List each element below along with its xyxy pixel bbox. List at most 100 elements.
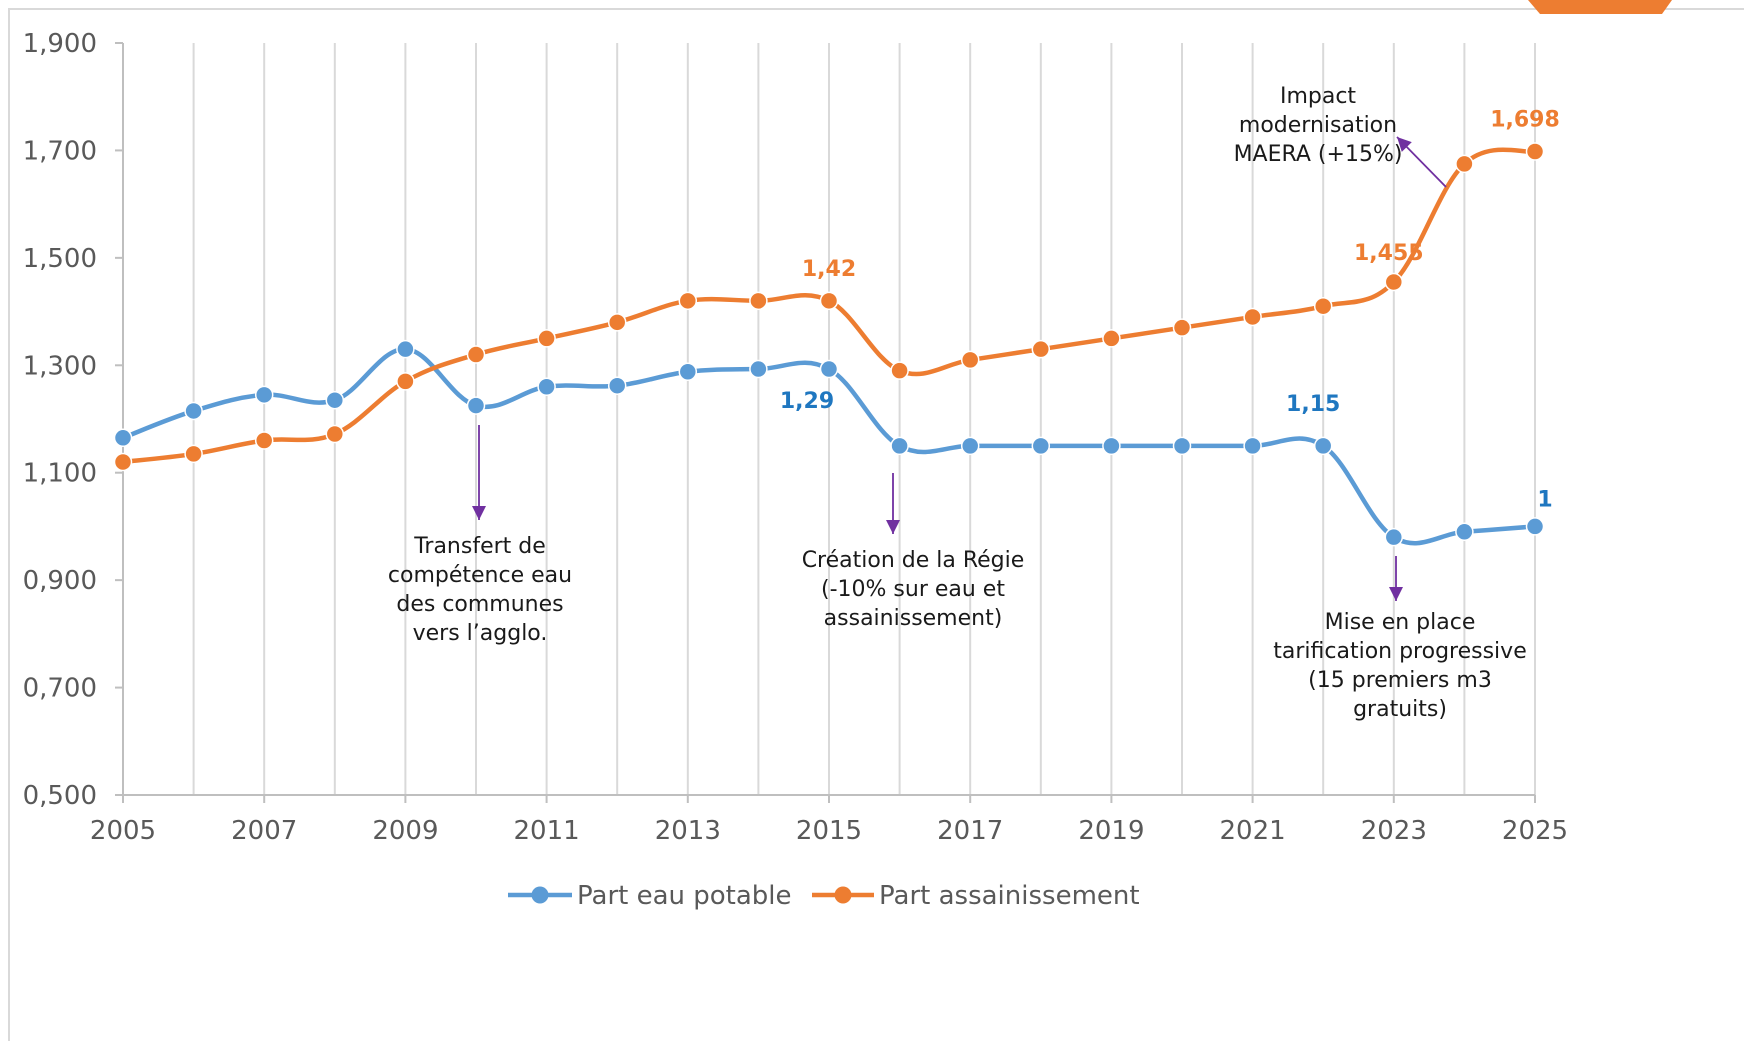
x-tick-label: 2005: [90, 816, 156, 846]
data-point: [678, 291, 698, 311]
data-point: [1031, 436, 1051, 456]
data-point: [607, 313, 627, 332]
y-tick-label: 1,900: [23, 29, 97, 59]
data-point: [113, 452, 133, 472]
annotation-text: (-10% sur eau et: [821, 577, 1005, 602]
legend-item-0: Part eau potable: [508, 881, 792, 911]
x-tick-label: 2013: [655, 816, 721, 846]
data-point: [254, 385, 274, 405]
y-tick-label: 0,700: [23, 674, 97, 704]
annotation-2: Création de la Régie (-10% sur eau et assa…: [802, 473, 1025, 631]
annotation-arrowhead: [1389, 587, 1403, 601]
annotation-arrowhead: [1397, 137, 1412, 152]
data-point: [1384, 527, 1404, 547]
data-point: [113, 428, 133, 448]
x-tick-label: 2011: [514, 816, 580, 846]
annotation-text: des communes: [396, 592, 563, 617]
legend: Part eau potable Part assainissement: [508, 881, 1140, 911]
data-label: 1,455: [1354, 241, 1424, 266]
data-point: [1313, 436, 1333, 456]
data-point: [890, 361, 909, 380]
y-tick-label: 1,700: [23, 136, 97, 166]
chart-border: [8, 8, 1744, 1045]
annotation-text: modernisation: [1239, 113, 1397, 138]
y-tick-label: 0,500: [23, 781, 97, 811]
annotation-arrowhead: [886, 520, 900, 534]
x-tick-label: 2019: [1078, 816, 1144, 846]
data-point: [749, 359, 768, 379]
data-point: [960, 350, 980, 370]
data-labels: 1,29 1,15 1 1,42 1,455 1,698: [780, 108, 1560, 513]
x-tick-label: 2023: [1361, 816, 1427, 846]
legend-marker: [834, 886, 852, 904]
annotation-text: vers l’agglo.: [413, 621, 548, 646]
data-point: [1525, 142, 1545, 161]
data-point: [1102, 436, 1121, 456]
y-tick-label: 0,900: [23, 566, 97, 596]
x-tick-label: 2025: [1502, 816, 1568, 846]
data-point: [396, 372, 415, 391]
x-tick-label: 2021: [1220, 816, 1286, 846]
data-point: [749, 291, 768, 311]
data-point: [325, 424, 345, 444]
y-tick-label: 1,100: [23, 459, 97, 489]
y-tick-label: 1,300: [23, 351, 97, 381]
data-label: 1: [1537, 487, 1552, 512]
annotation-text: gratuits): [1353, 697, 1447, 722]
legend-item-1: Part assainissement: [812, 881, 1140, 911]
annotation-text: tarification progressive: [1273, 639, 1526, 664]
data-point: [1243, 436, 1262, 456]
annotation-text: compétence eau: [388, 563, 572, 588]
annotation-arrowhead: [472, 506, 486, 520]
data-point: [325, 390, 345, 410]
data-label: 1,15: [1286, 392, 1340, 417]
data-point: [890, 436, 909, 456]
annotation-text: Transfert de: [413, 534, 546, 559]
data-point: [537, 377, 556, 397]
x-tick-label: 2015: [796, 816, 862, 846]
data-point: [537, 329, 556, 348]
annotation-1: Transfert de compétence eau des communes ve…: [388, 425, 572, 646]
data-point: [678, 362, 698, 381]
data-point: [1172, 318, 1192, 337]
legend-marker: [531, 886, 549, 904]
data-point: [396, 339, 415, 359]
x-tick-label: 2017: [937, 816, 1003, 846]
data-point: [184, 401, 203, 421]
x-tick-label: 2007: [231, 816, 297, 846]
legend-label: Part eau potable: [577, 881, 792, 911]
data-point: [1172, 436, 1192, 456]
data-point: [607, 376, 627, 395]
data-point: [1455, 154, 1474, 174]
x-tick-label: 2009: [372, 816, 438, 846]
annotation-text: assainissement): [824, 606, 1003, 631]
data-point: [819, 291, 839, 311]
annotation-text: Mise en place: [1325, 610, 1476, 635]
data-point: [1384, 272, 1404, 292]
axes: 0,500 0,700 0,900 1,100 1,300 1,500 1,700 1,900…: [23, 29, 1569, 846]
data-point: [960, 436, 980, 456]
data-point: [1525, 517, 1545, 536]
annotation-text: Création de la Régie: [802, 548, 1025, 573]
series-layer: [113, 142, 1545, 547]
data-point: [254, 431, 274, 450]
y-tick-label: 1,500: [23, 244, 97, 274]
data-point: [1455, 522, 1474, 542]
data-point: [466, 396, 486, 415]
data-point: [184, 444, 203, 464]
data-point: [1243, 307, 1262, 327]
annotations: Transfert de compétence eau des communes ve…: [388, 84, 1527, 722]
annotation-3: Mise en place tarification progressive (15…: [1273, 556, 1527, 722]
data-label: 1,29: [780, 389, 834, 414]
data-label: 1,42: [802, 257, 856, 282]
gridlines: [192, 43, 1536, 795]
data-point: [466, 345, 486, 364]
corner-accent: [1528, 0, 1672, 14]
data-point: [819, 359, 839, 379]
annotation-text: Impact: [1280, 84, 1356, 109]
annotation-text: MAERA (+15%): [1234, 142, 1403, 167]
data-point: [1313, 296, 1333, 316]
annotation-text: (15 premiers m3: [1308, 668, 1492, 693]
legend-label: Part assainissement: [879, 881, 1140, 911]
